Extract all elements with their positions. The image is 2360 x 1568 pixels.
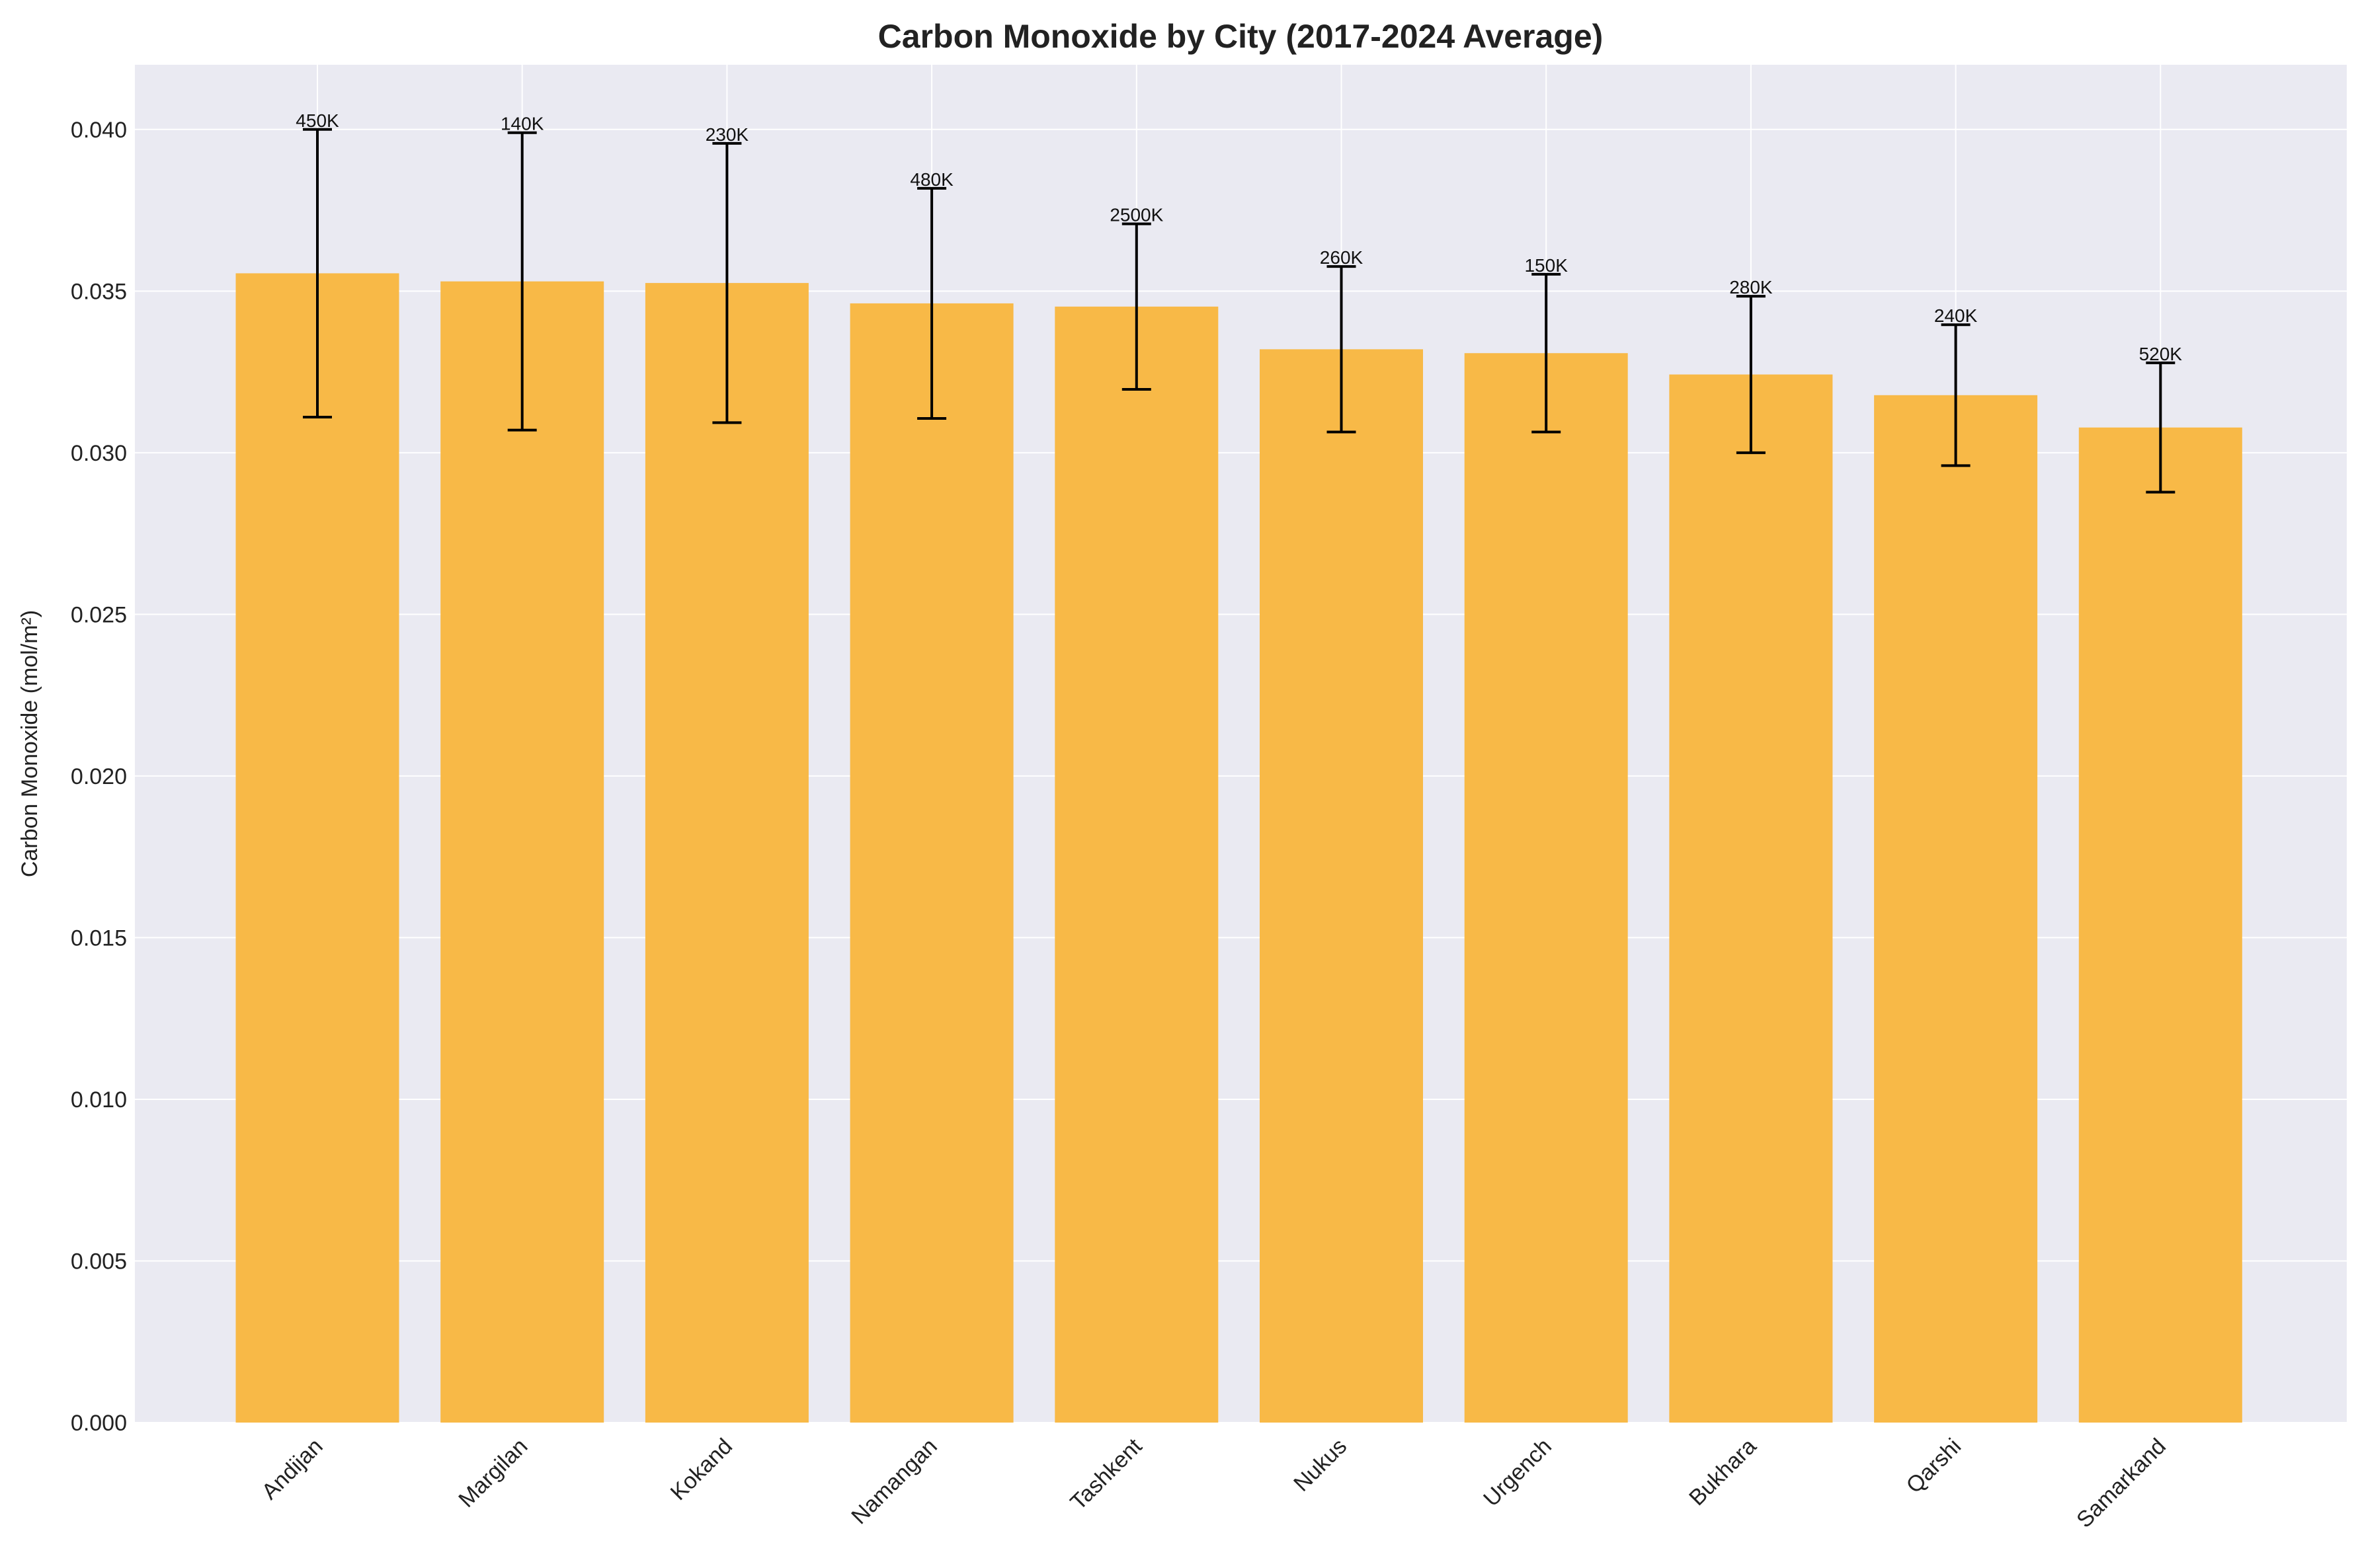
error-bars — [303, 128, 2176, 494]
data-label: 260K — [1320, 247, 1363, 268]
data-label: 140K — [501, 114, 544, 134]
y-axis-ticks: 0.000 0.005 0.010 0.015 0.020 0.025 0.030 0.035… — [71, 118, 127, 1436]
data-label: 480K — [910, 169, 954, 190]
bar-bukhara — [1669, 374, 1833, 1423]
data-label: 150K — [1524, 255, 1568, 276]
y-tick-label: 0.020 — [71, 764, 127, 789]
x-tick-label: Bukhara — [1684, 1434, 1761, 1510]
data-label: 2500K — [1110, 205, 1163, 225]
bars — [235, 273, 2242, 1423]
bar-qarshi — [1874, 395, 2038, 1423]
bar-namangan — [850, 303, 1014, 1423]
data-labels: 450K 140K 230K 480K 2500K 260K 150K 280K 240K 520… — [296, 110, 2182, 364]
data-label: 280K — [1729, 277, 1773, 297]
bar-urgench — [1464, 353, 1628, 1423]
data-label: 520K — [2139, 344, 2183, 364]
y-tick-label: 0.030 — [71, 441, 127, 466]
bar-samarkand — [2078, 427, 2242, 1423]
bar-kokand — [645, 283, 809, 1423]
x-tick-label: Namangan — [846, 1434, 942, 1529]
bar-tashkent — [1055, 306, 1219, 1423]
data-label: 240K — [1934, 305, 1978, 326]
x-tick-label: Margilan — [454, 1434, 532, 1512]
bar-nukus — [1260, 349, 1423, 1423]
x-tick-label: Samarkand — [2072, 1434, 2171, 1533]
y-tick-label: 0.035 — [71, 279, 127, 304]
y-tick-label: 0.015 — [71, 925, 127, 951]
x-tick-label: Qarshi — [1902, 1434, 1967, 1499]
y-tick-label: 0.005 — [71, 1249, 127, 1274]
y-axis-label: Carbon Monoxide (mol/m²) — [17, 610, 42, 877]
data-label: 450K — [296, 110, 339, 131]
x-tick-label: Kokand — [666, 1434, 737, 1505]
x-tick-label: Tashkent — [1065, 1433, 1147, 1514]
y-tick-label: 0.010 — [71, 1087, 127, 1113]
y-tick-label: 0.040 — [71, 118, 127, 143]
y-tick-label: 0.025 — [71, 602, 127, 627]
bar-andijan — [235, 273, 399, 1423]
chart-title: Carbon Monoxide by City (2017-2024 Avera… — [878, 18, 1604, 55]
bar-margilan — [440, 281, 604, 1423]
x-axis-ticks: Andijan Margilan Kokand Namangan Tashkent Nuk… — [257, 1433, 2171, 1532]
y-tick-label: 0.000 — [71, 1411, 127, 1436]
data-label: 230K — [706, 124, 749, 145]
x-tick-label: Nukus — [1289, 1434, 1352, 1497]
x-tick-label: Andijan — [257, 1434, 328, 1505]
x-tick-label: Urgench — [1479, 1434, 1557, 1512]
